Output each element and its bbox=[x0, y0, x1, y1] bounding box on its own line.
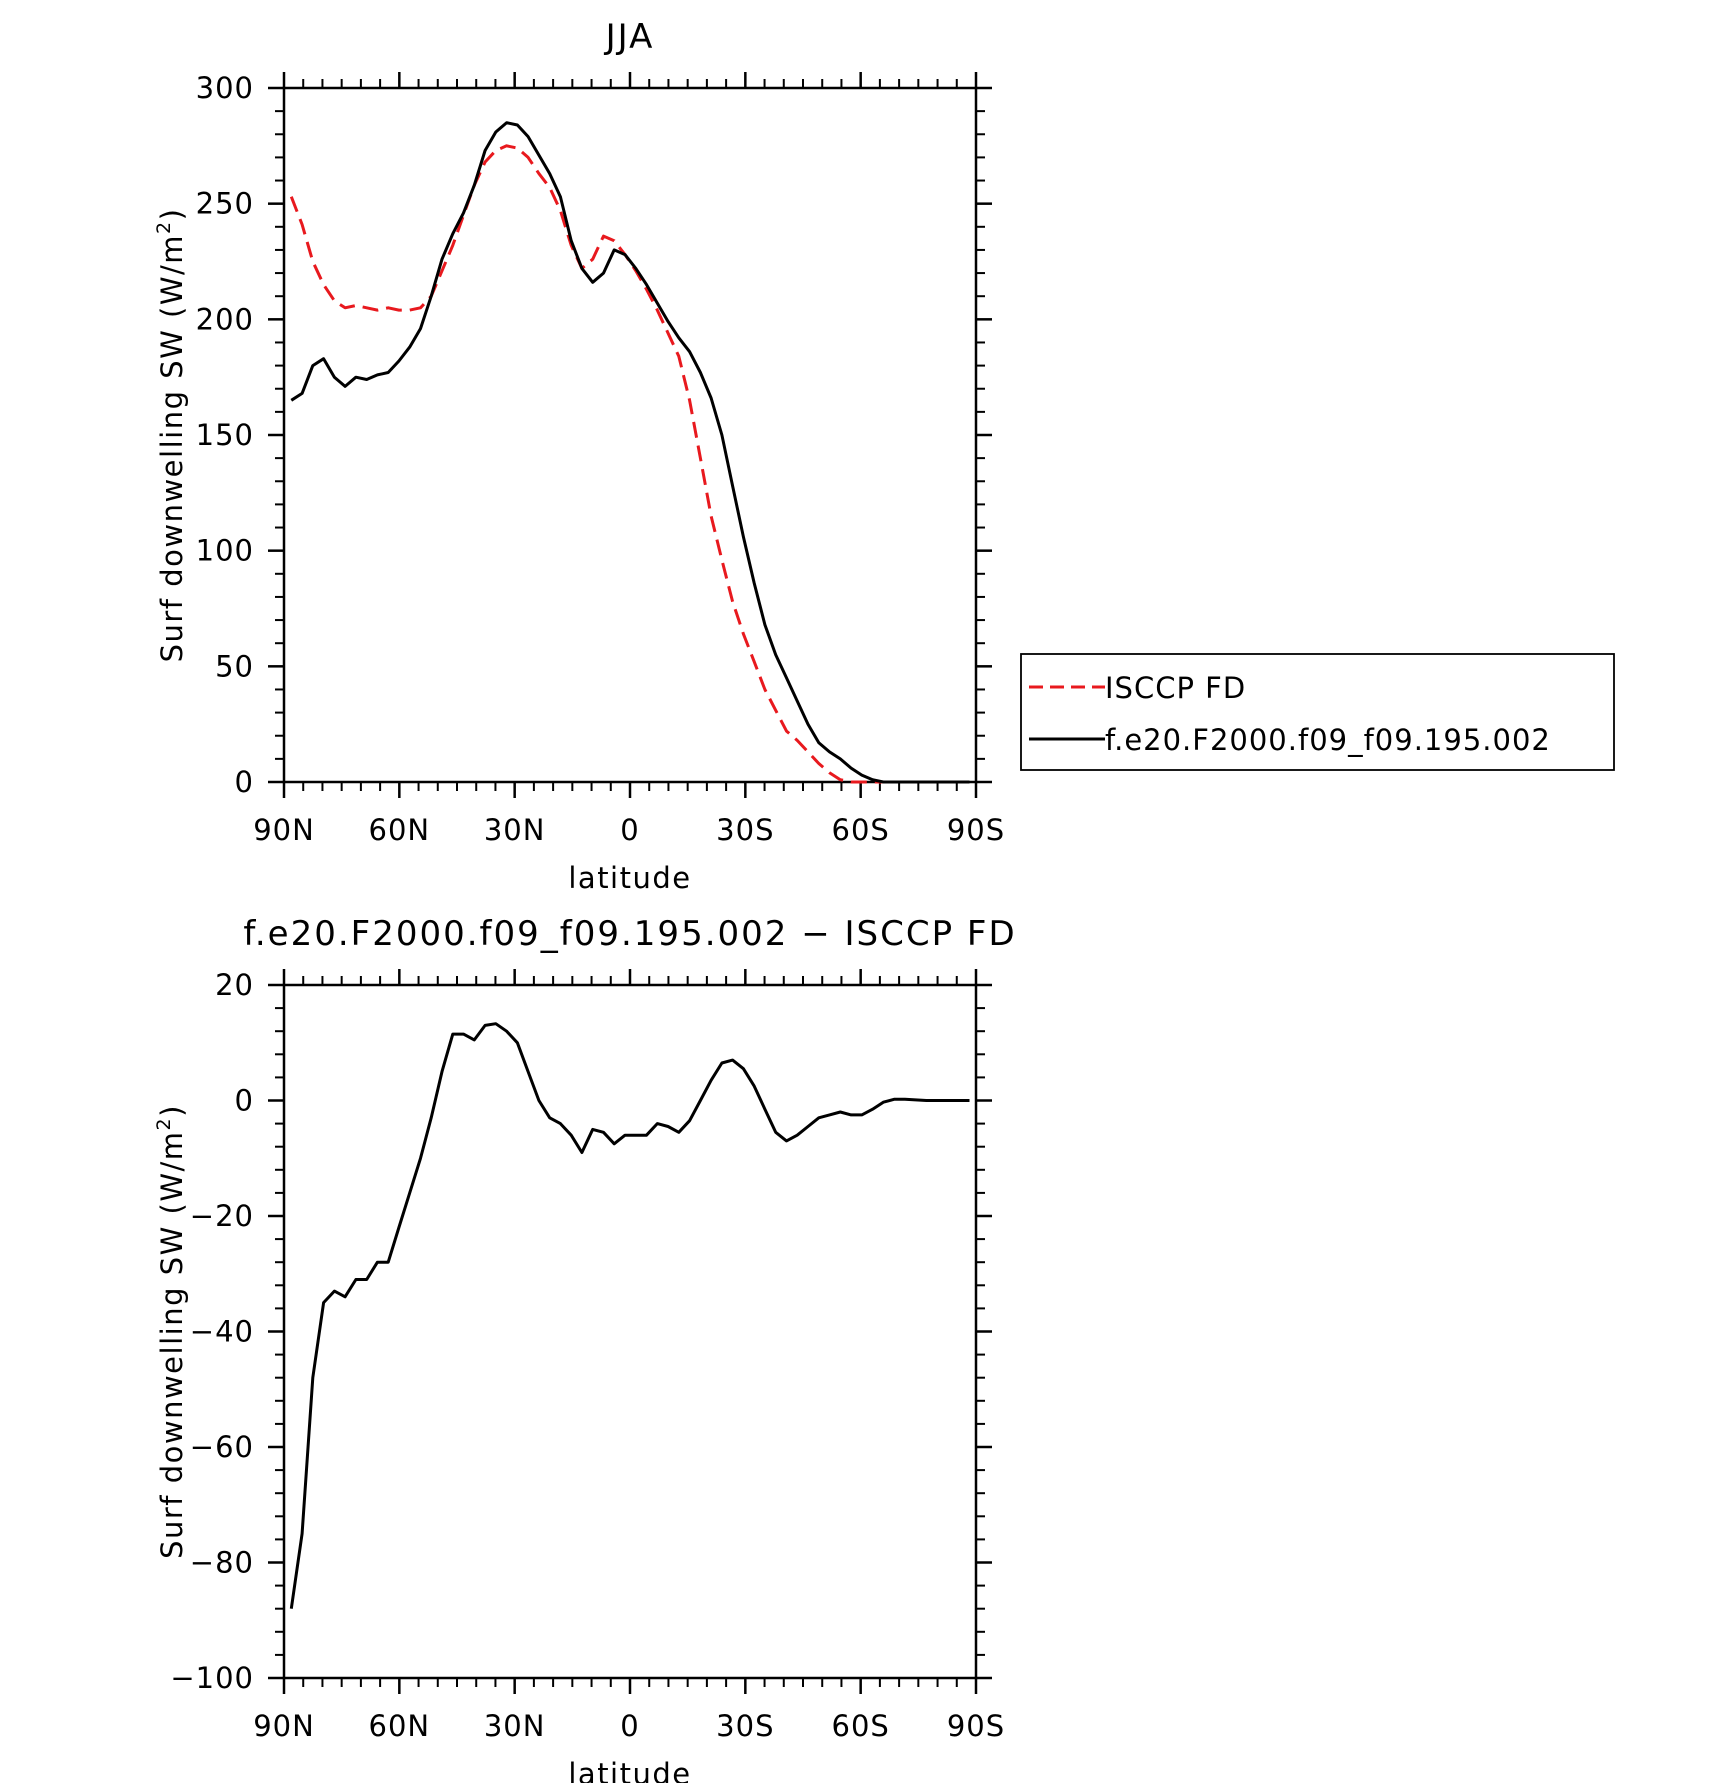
chart-1-series-line-0 bbox=[289, 1022, 970, 1609]
chart-0-y-axis-label: Surf downwelling SW (W/m2) bbox=[153, 208, 189, 663]
chart-0-ytick-label: 100 bbox=[196, 534, 254, 568]
chart-1-xtick-label: 30N bbox=[484, 1709, 546, 1743]
chart-0-legend-frame bbox=[1020, 653, 1615, 771]
chart-1-ytick-label: −80 bbox=[190, 1546, 254, 1580]
chart-1-xtick-label: 90N bbox=[253, 1709, 315, 1743]
chart-0-xtick-label: 30S bbox=[716, 813, 774, 847]
chart-0-y-axis-label-sup: 2 bbox=[153, 220, 175, 234]
chart-0-series-line-1 bbox=[290, 121, 970, 784]
chart-0-xtick-label: 90N bbox=[253, 813, 315, 847]
chart-0-ytick-label: 50 bbox=[215, 649, 254, 683]
chart-0-xtick-label: 0 bbox=[620, 813, 639, 847]
chart-1-ytick-label: −40 bbox=[190, 1315, 254, 1349]
top-chart-jja: JJA 90N 60N 30N 0 30S 60S 90S 0 50 100 150 200 250 300… bbox=[153, 17, 1615, 895]
chart-1-ytick-label: −60 bbox=[190, 1430, 254, 1464]
chart-1-y-axis-label-main: Surf downwelling SW (W/m bbox=[155, 1130, 189, 1558]
chart-1-y-axis-label-sup: 2 bbox=[153, 1117, 175, 1131]
chart-1-title: f.e20.F2000.f09_f09.195.002 − ISCCP FD bbox=[243, 914, 1016, 954]
chart-0-ytick-label: 250 bbox=[196, 187, 254, 221]
chart-0-legend: ISCCP FD f.e20.F2000.f09_f09.195.002 bbox=[1020, 653, 1615, 771]
chart-1-x-axis-label: latitude bbox=[568, 1757, 691, 1783]
chart-0-xtick-label: 60N bbox=[369, 813, 431, 847]
chart-1-xtick-label: 30S bbox=[716, 1709, 774, 1743]
chart-1-ytick-label: 0 bbox=[235, 1084, 254, 1118]
bottom-chart-difference: f.e20.F2000.f09_f09.195.002 − ISCCP FD 90… bbox=[153, 914, 1016, 1783]
chart-1-plot-frame bbox=[282, 983, 978, 1680]
chart-1-y-axis-label: Surf downwelling SW (W/m2) bbox=[153, 1104, 189, 1559]
chart-0-xtick-label: 30N bbox=[484, 813, 546, 847]
chart-1-xtick-label: 60S bbox=[832, 1709, 890, 1743]
chart-1-y-axis-label-close: ) bbox=[155, 1104, 189, 1117]
chart-1-ytick-label: −20 bbox=[190, 1199, 254, 1233]
chart-0-ytick-label: 200 bbox=[196, 302, 254, 336]
chart-0-legend-label-0: ISCCP FD bbox=[1105, 671, 1246, 705]
chart-0-title: JJA bbox=[604, 17, 655, 57]
chart-0-x-axis-label: latitude bbox=[568, 861, 691, 895]
chart-1-xtick-label: 0 bbox=[620, 1709, 639, 1743]
chart-0-plot-frame bbox=[282, 86, 978, 784]
chart-0-y-axis-label-main: Surf downwelling SW (W/m bbox=[155, 234, 189, 662]
chart-0-y-axis-label-close: ) bbox=[155, 208, 189, 221]
chart-0-ytick-label: 0 bbox=[235, 765, 254, 799]
chart-0-ytick-label: 150 bbox=[196, 418, 254, 452]
chart-0-legend-label-1: f.e20.F2000.f09_f09.195.002 bbox=[1105, 723, 1551, 757]
chart-1-ytick-label: 20 bbox=[215, 968, 254, 1002]
chart-0-ytick-label: 300 bbox=[196, 71, 254, 105]
chart-1-xtick-label: 60N bbox=[369, 1709, 431, 1743]
chart-0-xtick-label: 90S bbox=[947, 813, 1005, 847]
chart-1-ytick-label: −100 bbox=[170, 1661, 254, 1695]
chart-1-xtick-label: 90S bbox=[947, 1709, 1005, 1743]
chart-0-xtick-label: 60S bbox=[832, 813, 890, 847]
chart-0-series-line-0 bbox=[289, 144, 970, 784]
